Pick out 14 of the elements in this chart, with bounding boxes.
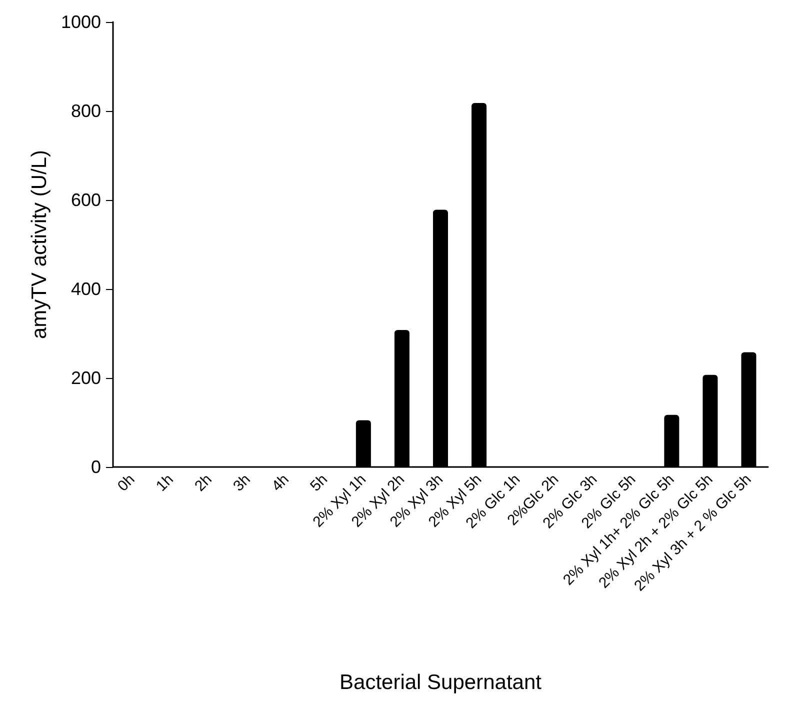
x-tick-label: 3h (230, 470, 254, 495)
x-tick-label: 2h (192, 470, 216, 495)
y-tick-label: 800 (70, 101, 101, 121)
x-tick-label: 1h (152, 470, 177, 495)
y-axis-title: amyTV activity (U/L) (28, 150, 52, 340)
y-tick-label: 400 (70, 279, 101, 299)
y-tick-label: 600 (70, 190, 101, 210)
x-tick-label: 0h (114, 470, 138, 495)
y-tick-label: 200 (70, 368, 101, 388)
y-tick-label: 0 (90, 457, 101, 477)
y-tick-label: 1000 (60, 12, 101, 32)
x-tick-label: 5h (307, 470, 331, 495)
x-axis-title: Bacterial Supernatant (340, 671, 542, 694)
x-tick-label: 4h (268, 470, 292, 495)
